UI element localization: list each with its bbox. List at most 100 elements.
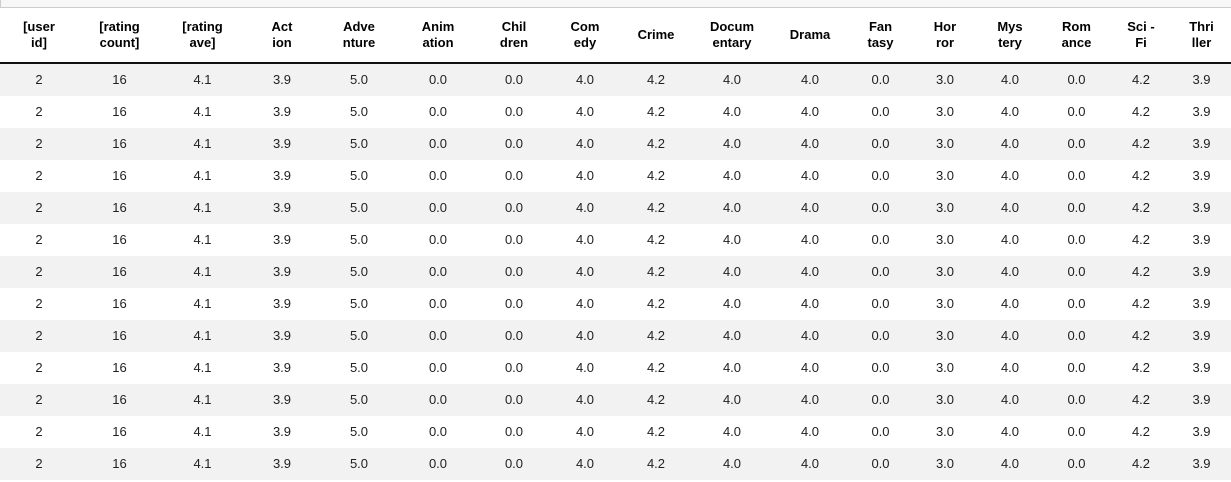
table-cell: 16 <box>112 232 127 247</box>
table-cell: 0.0 <box>1067 296 1086 311</box>
table-cell: 4.0 <box>722 168 742 183</box>
table-cell: 4.0 <box>575 264 595 279</box>
table-cell: 3.9 <box>272 456 292 471</box>
table-cell: 4.0 <box>575 296 595 311</box>
table-cell: 2 <box>35 296 43 311</box>
table-cell: 2 <box>35 456 43 471</box>
table-cell: 3.0 <box>935 72 955 87</box>
table-cell: 3.0 <box>935 296 955 311</box>
table-cell: 3.9 <box>1192 456 1211 471</box>
table-cell: 4.0 <box>722 456 742 471</box>
table-cell: 4.0 <box>722 232 742 247</box>
table-cell: 16 <box>112 168 127 183</box>
table-row: 2 16 4.1 3.9 5.0 0.0 0.0 4.0 4.2 4.0 4.0 0.0 3.0 4.0 0… <box>0 160 1231 192</box>
table-cell: 3.0 <box>935 136 955 151</box>
table-cell: 0.0 <box>1067 104 1086 119</box>
table-cell: 2 <box>35 328 43 343</box>
table-cell: 4.0 <box>800 232 820 247</box>
table-cell: 3.9 <box>272 104 292 119</box>
table-cell: 4.0 <box>722 424 742 439</box>
table-cell: 3.9 <box>272 264 292 279</box>
table-cell: 2 <box>35 136 43 151</box>
table-cell: 4.0 <box>722 264 742 279</box>
table-cell: 4.0 <box>800 296 820 311</box>
table-cell: 16 <box>112 296 127 311</box>
table-cell: 4.2 <box>646 392 666 407</box>
table-cell: 0.0 <box>428 328 448 343</box>
table-cell: 0.0 <box>504 296 524 311</box>
table-cell: 0.0 <box>504 200 524 215</box>
table-row: 2 16 4.1 3.9 5.0 0.0 0.0 4.0 4.2 4.0 4.0 0.0 3.0 4.0 0… <box>0 224 1231 256</box>
table-cell: 4.2 <box>646 168 666 183</box>
table-cell: 0.0 <box>871 168 890 183</box>
table-cell: 3.0 <box>935 200 955 215</box>
table-cell: 4.2 <box>646 136 666 151</box>
table-cell: 4.0 <box>800 360 820 375</box>
column-header-rating-ave: [rating ave] <box>161 8 244 64</box>
table-cell: 3.9 <box>1192 168 1211 183</box>
table-cell: 0.0 <box>871 392 890 407</box>
table-row: 2 16 4.1 3.9 5.0 0.0 0.0 4.0 4.2 4.0 4.0 0.0 3.0 4.0 0… <box>0 448 1231 480</box>
column-header-action: Act ion <box>244 8 320 64</box>
table-cell: 0.0 <box>504 424 524 439</box>
table-cell: 16 <box>112 264 127 279</box>
table-cell: 0.0 <box>504 232 524 247</box>
table-cell: 4.2 <box>1131 168 1151 183</box>
table-cell: 4.0 <box>575 456 595 471</box>
table-cell: 4.2 <box>646 360 666 375</box>
table-cell: 4.0 <box>800 168 820 183</box>
table-cell: 4.0 <box>575 72 595 87</box>
table-cell: 3.9 <box>272 360 292 375</box>
table-cell: 5.0 <box>349 200 369 215</box>
table-cell: 2 <box>35 232 43 247</box>
table-cell: 5.0 <box>349 424 369 439</box>
table-cell: 4.0 <box>1000 456 1020 471</box>
table-cell: 0.0 <box>504 328 524 343</box>
table-cell: 0.0 <box>1067 136 1086 151</box>
table-header: [user id] [rating count] [rating ave] Ac… <box>0 8 1231 64</box>
table-body: 2 16 4.1 3.9 5.0 0.0 0.0 4.0 4.2 4.0 4.0 0.0 3.0 4.0 0… <box>0 63 1231 480</box>
table-cell: 4.0 <box>800 136 820 151</box>
table-cell: 4.0 <box>575 328 595 343</box>
table-cell: 2 <box>35 168 43 183</box>
table-cell: 4.2 <box>646 328 666 343</box>
table-cell: 0.0 <box>871 72 890 87</box>
table-cell: 0.0 <box>1067 456 1086 471</box>
table-cell: 4.1 <box>193 360 212 375</box>
table-cell: 16 <box>112 104 127 119</box>
table-cell: 0.0 <box>871 360 890 375</box>
table-row: 2 16 4.1 3.9 5.0 0.0 0.0 4.0 4.2 4.0 4.0 0.0 3.0 4.0 0… <box>0 384 1231 416</box>
table-cell: 4.2 <box>646 104 666 119</box>
table-cell: 0.0 <box>871 232 890 247</box>
table-cell: 0.0 <box>428 104 448 119</box>
table-cell: 3.9 <box>272 72 292 87</box>
table-cell: 4.1 <box>193 72 212 87</box>
column-header-thriller: Thri ller <box>1172 8 1231 64</box>
table-cell: 4.1 <box>193 232 212 247</box>
table-cell: 4.2 <box>646 200 666 215</box>
table-cell: 0.0 <box>871 328 890 343</box>
table-cell: 5.0 <box>349 392 369 407</box>
table-cell: 5.0 <box>349 328 369 343</box>
table-cell: 3.9 <box>1192 104 1211 119</box>
table-row: 2 16 4.1 3.9 5.0 0.0 0.0 4.0 4.2 4.0 4.0 0.0 3.0 4.0 0… <box>0 288 1231 320</box>
table-cell: 0.0 <box>1067 72 1086 87</box>
table-cell: 0.0 <box>428 360 448 375</box>
table-cell: 0.0 <box>1067 328 1086 343</box>
table-cell: 4.0 <box>800 392 820 407</box>
table-cell: 0.0 <box>1067 360 1086 375</box>
table-cell: 0.0 <box>428 392 448 407</box>
column-header-sci-fi: Sci - Fi <box>1110 8 1172 64</box>
table-cell: 0.0 <box>504 72 524 87</box>
header-row: [user id] [rating count] [rating ave] Ac… <box>0 8 1231 64</box>
table-cell: 3.9 <box>1192 392 1211 407</box>
table-cell: 4.2 <box>1131 296 1151 311</box>
table-cell: 4.2 <box>1131 360 1151 375</box>
table-cell: 3.9 <box>1192 200 1211 215</box>
table-cell: 16 <box>112 392 127 407</box>
table-cell: 16 <box>112 200 127 215</box>
table-cell: 4.2 <box>1131 72 1151 87</box>
table-cell: 0.0 <box>1067 200 1086 215</box>
table-cell: 2 <box>35 104 43 119</box>
table-cell: 4.0 <box>575 232 595 247</box>
